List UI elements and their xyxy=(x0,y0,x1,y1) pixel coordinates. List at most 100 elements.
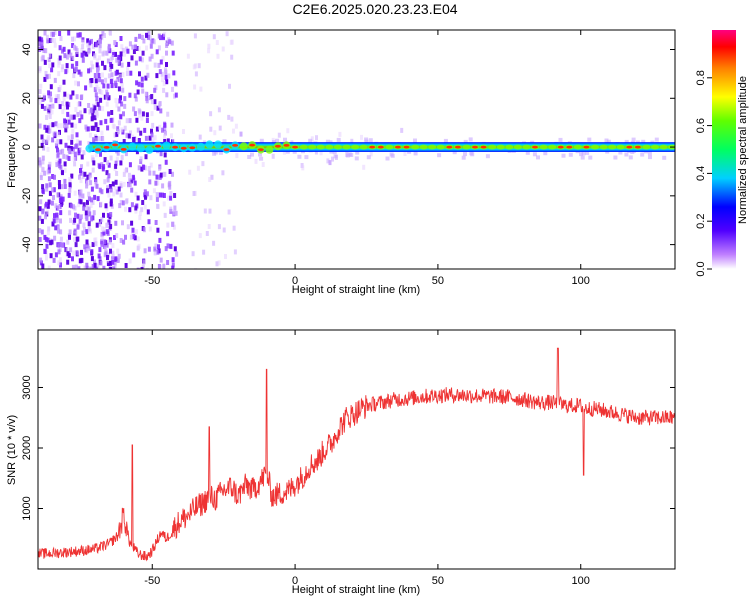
spectrogram-cell xyxy=(59,210,63,216)
spectrogram-cell xyxy=(85,239,89,245)
spectrogram-cell xyxy=(216,53,220,59)
spectrogram-cell xyxy=(122,181,126,187)
spectrogram-cell xyxy=(85,183,89,189)
spectrogram-cell xyxy=(130,187,134,193)
spectrogram-cell xyxy=(71,36,74,42)
spectrogram-cell xyxy=(109,30,112,36)
spectrogram-cell xyxy=(108,66,112,72)
spectrogram-cell xyxy=(580,155,585,160)
spectrogram-cell xyxy=(76,32,80,38)
spectrogram-cell xyxy=(138,112,142,118)
spectrogram-cell xyxy=(109,248,112,254)
spectrogram-cell xyxy=(72,204,75,210)
spectrogram-cell xyxy=(76,112,80,117)
spectrogram-cell xyxy=(71,128,75,134)
spectrogram-band-blob xyxy=(462,144,471,150)
spectrogram-cell xyxy=(50,31,54,37)
spectrogram-cell xyxy=(42,93,46,99)
spectrogram-cell xyxy=(315,135,318,141)
spectrogram-cell xyxy=(385,156,390,161)
spectrogram-cell xyxy=(99,151,102,157)
spectrogram-cell xyxy=(73,228,77,234)
spectrogram-cell xyxy=(86,161,90,167)
spectrogram-cell xyxy=(115,233,119,239)
spectrogram-cell xyxy=(165,50,168,56)
spectrogram-cell xyxy=(71,149,74,155)
spectrogram-cell xyxy=(70,203,73,209)
spectrogram-cell xyxy=(163,130,167,136)
spectrogram-cell xyxy=(151,137,155,143)
spectrogram-cell xyxy=(60,184,64,190)
spectrogram-cell xyxy=(45,34,49,40)
y-tick-label: -40 xyxy=(21,237,33,253)
spectrogram-cell xyxy=(48,114,52,119)
spectrogram-cell xyxy=(85,265,89,269)
spectrogram-cell xyxy=(218,125,222,131)
spectrogram-band-blob xyxy=(642,144,651,150)
spectrogram-cell xyxy=(132,252,136,258)
spectrogram-cell xyxy=(59,36,63,41)
snr-y-ticks: 1000 2000 3000 xyxy=(21,375,675,521)
spectrogram-cell xyxy=(166,111,170,117)
spectrogram-cell xyxy=(93,115,97,121)
spectrogram-cell xyxy=(66,239,70,245)
spectrogram-cell xyxy=(170,122,174,128)
spectrogram-cell xyxy=(196,165,200,171)
spectrogram-cell xyxy=(65,63,69,69)
spectrogram-cell xyxy=(55,212,59,218)
spectrogram-cell xyxy=(63,167,67,173)
spectrogram-cell xyxy=(53,235,57,241)
spectrogram-cell xyxy=(69,146,73,151)
spectrogram-cell xyxy=(123,96,127,102)
spectrogram-cell xyxy=(99,260,103,266)
spectrogram-cell xyxy=(38,66,42,72)
spectrogram-cell xyxy=(80,114,84,120)
spectrogram-cell xyxy=(171,262,175,268)
spectrogram-cell xyxy=(80,154,84,160)
spectrogram-cell xyxy=(95,222,99,228)
spectrogram-cell xyxy=(144,91,148,97)
spectrogram-cell xyxy=(57,249,61,255)
spectrogram-cell xyxy=(41,187,45,193)
spectrogram-cell xyxy=(162,87,166,93)
spectrogram-cell xyxy=(62,96,66,102)
spectrogram-cell xyxy=(163,122,167,128)
spectrogram-cell xyxy=(54,203,58,209)
spectrogram-cell xyxy=(209,126,213,132)
spectrogram-cell xyxy=(75,151,79,157)
spectrogram-cell xyxy=(297,154,302,159)
spectrogram-cell xyxy=(73,151,77,157)
spectrogram-cell xyxy=(167,73,171,79)
spectrogram-band-blob xyxy=(128,142,137,151)
spectrogram-cell xyxy=(149,43,153,49)
spectrogram-cell xyxy=(87,206,91,212)
spectrogram-cell xyxy=(579,152,584,157)
spectrogram-cell xyxy=(125,132,129,138)
spectrogram-cell xyxy=(45,183,49,189)
spectrogram-cell xyxy=(101,72,104,78)
spectrogram-cell xyxy=(631,137,636,142)
spectrogram-cell xyxy=(106,83,110,89)
spectrogram-cell xyxy=(135,80,139,86)
spectrogram-cell xyxy=(48,190,52,196)
spectrogram-cell xyxy=(85,229,89,235)
y-tick-label: 0 xyxy=(21,144,33,150)
spectrogram-cell xyxy=(91,112,95,118)
spectrogram-cell xyxy=(207,43,211,49)
spectrogram-cell xyxy=(71,55,75,61)
spectrogram-cell xyxy=(53,38,57,44)
spectrogram-cell xyxy=(282,149,286,155)
spectrogram-cell xyxy=(81,173,85,179)
spectrogram-cell xyxy=(139,156,143,162)
spectrogram-cell xyxy=(43,76,47,82)
spectrogram-cell xyxy=(46,103,50,109)
spectrogram-cell xyxy=(172,224,176,230)
spectrogram-cell xyxy=(53,30,57,36)
spectrogram-cell xyxy=(145,98,149,104)
spectrogram-cell xyxy=(104,246,108,252)
spectrogram-cell xyxy=(136,89,140,95)
spectrogram-cell xyxy=(112,266,116,269)
spectrogram-cell xyxy=(107,46,111,52)
spectrogram-cell xyxy=(42,48,46,53)
spectrogram-cell xyxy=(97,55,101,61)
